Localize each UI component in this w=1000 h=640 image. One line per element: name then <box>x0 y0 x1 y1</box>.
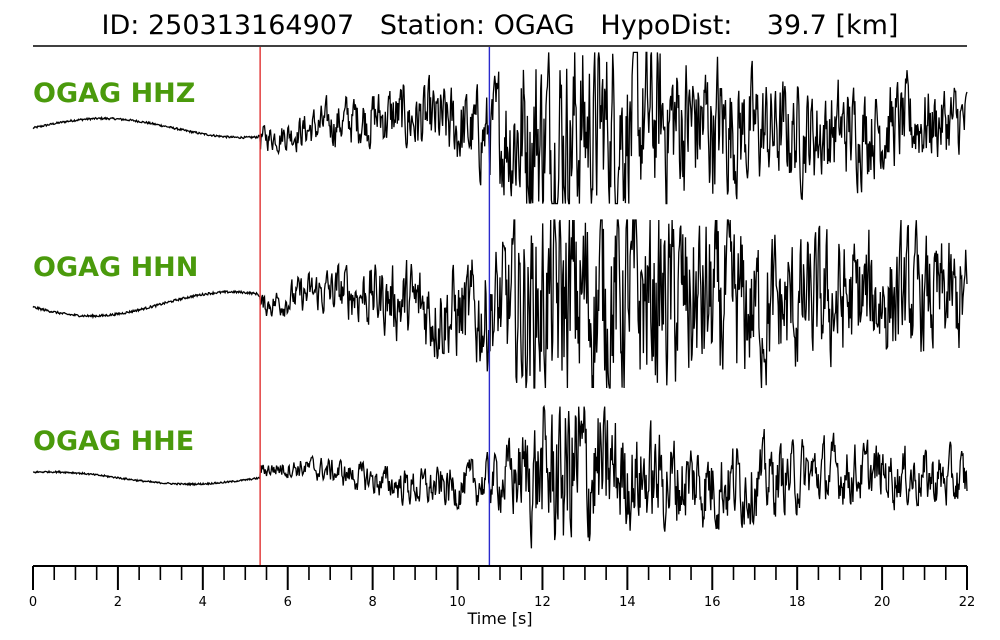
station-label: Station: <box>379 10 485 41</box>
channel-label-ogag-hhe: OGAG HHE <box>33 426 194 457</box>
hypodist-value: 39.7 <box>766 10 827 41</box>
page-title: ID: 250313164907 Station: OGAG HypoDist:… <box>0 6 1000 46</box>
pick-lines <box>259 47 491 566</box>
x-tick-label: 22 <box>959 595 976 610</box>
x-tick-label: 6 <box>284 595 292 610</box>
x-tick-label: 20 <box>874 595 891 610</box>
x-tick-label: 2 <box>114 595 122 610</box>
hypodist-unit: [km] <box>835 10 899 41</box>
channel-label-ogag-hhz: OGAG HHZ <box>33 78 195 109</box>
x-tick-label: 8 <box>368 595 376 610</box>
station-value: OGAG <box>493 10 575 41</box>
x-tick-label: 16 <box>704 595 721 610</box>
x-tick-label: 12 <box>534 595 551 610</box>
x-tick-label: 18 <box>789 595 806 610</box>
trace-ogag-hhn <box>32 219 968 389</box>
event-id-value: 250313164907 <box>147 10 355 41</box>
trace-ogag-hhe <box>32 404 968 549</box>
hypodist-label: HypoDist: <box>600 10 733 41</box>
channel-label-ogag-hhn: OGAG HHN <box>33 252 198 283</box>
trace-ogag-hhz <box>32 51 968 205</box>
x-axis-label: Time [s] <box>466 609 532 628</box>
event-id-label: ID: <box>101 10 140 41</box>
x-tick-label: 4 <box>199 595 207 610</box>
x-tick-label: 0 <box>29 595 37 610</box>
time-axis: 0 2 4 6 8 10 12 14 16 18 20 22 <box>29 565 976 610</box>
trace-group: OGAG HHZ OGAG HHN OGAG HHE <box>32 51 968 549</box>
x-tick-label: 14 <box>619 595 636 610</box>
x-tick-label: 10 <box>449 595 466 610</box>
